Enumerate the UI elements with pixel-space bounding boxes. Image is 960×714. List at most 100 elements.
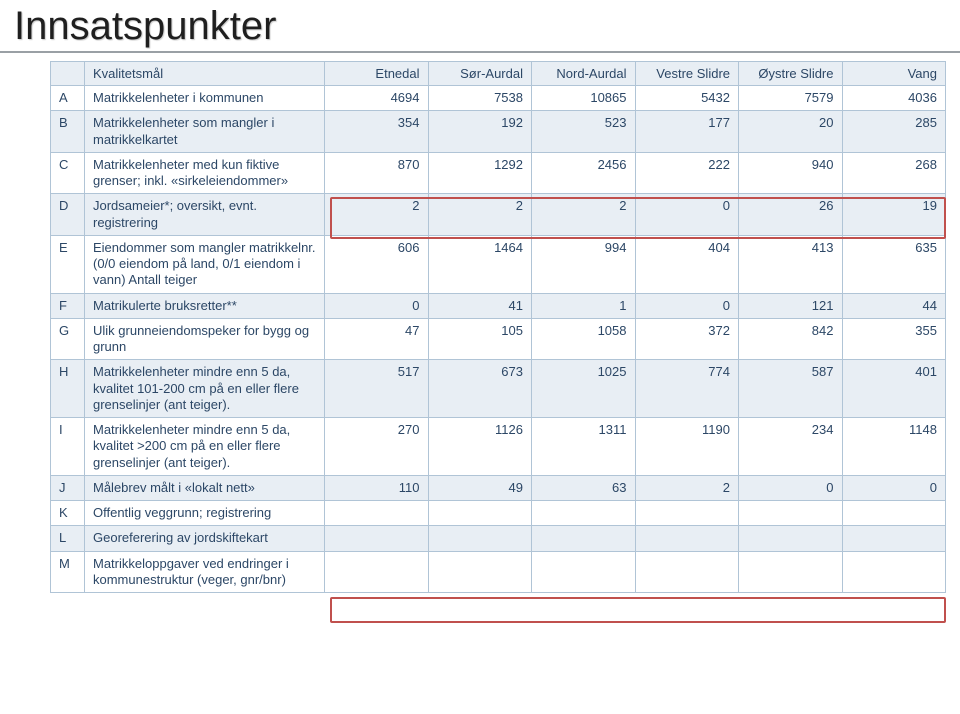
highlight-box [330, 597, 946, 623]
cell-value: 2 [325, 194, 429, 236]
table-row: AMatrikkelenheter i kommunen469475381086… [51, 86, 946, 111]
cell-value [739, 501, 843, 526]
cell-value: 842 [739, 318, 843, 360]
cell-value: 940 [739, 152, 843, 194]
row-letter: M [51, 551, 85, 593]
cell-value: 1148 [842, 418, 946, 476]
cell-value: 4036 [842, 86, 946, 111]
cell-value: 268 [842, 152, 946, 194]
cell-value [325, 526, 429, 551]
cell-value: 1058 [532, 318, 636, 360]
title-rule [0, 51, 960, 53]
cell-value: 2 [428, 194, 532, 236]
cell-value: 1 [532, 293, 636, 318]
cell-value: 413 [739, 235, 843, 293]
cell-value: 285 [842, 111, 946, 153]
cell-value: 1292 [428, 152, 532, 194]
table-header: KvalitetsmålEtnedalSør-AurdalNord-Aurdal… [51, 62, 946, 86]
table-row: HMatrikkelenheter mindre enn 5 da, kvali… [51, 360, 946, 418]
cell-value: 105 [428, 318, 532, 360]
table-row: LGeoreferering av jordskiftekart [51, 526, 946, 551]
cell-value: 606 [325, 235, 429, 293]
column-header: Etnedal [325, 62, 429, 86]
cell-value: 1025 [532, 360, 636, 418]
cell-value: 774 [635, 360, 739, 418]
row-letter: K [51, 501, 85, 526]
cell-value: 5432 [635, 86, 739, 111]
cell-value: 1311 [532, 418, 636, 476]
row-letter: D [51, 194, 85, 236]
cell-value: 1126 [428, 418, 532, 476]
cell-value: 587 [739, 360, 843, 418]
row-description: Matrikkeloppgaver ved endringer i kommun… [85, 551, 325, 593]
cell-value: 0 [635, 194, 739, 236]
table-row: FMatrikulerte bruksretter**0411012144 [51, 293, 946, 318]
cell-value: 355 [842, 318, 946, 360]
column-header: Nord-Aurdal [532, 62, 636, 86]
cell-value: 0 [635, 293, 739, 318]
row-description: Matrikkelenheter mindre enn 5 da, kvalit… [85, 418, 325, 476]
row-description: Eiendommer som mangler matrikkelnr. (0/0… [85, 235, 325, 293]
cell-value: 0 [739, 475, 843, 500]
row-description: Matrikulerte bruksretter** [85, 293, 325, 318]
cell-value: 372 [635, 318, 739, 360]
cell-value [842, 526, 946, 551]
cell-value: 2 [532, 194, 636, 236]
cell-value: 523 [532, 111, 636, 153]
column-header: Sør-Aurdal [428, 62, 532, 86]
cell-value: 44 [842, 293, 946, 318]
cell-value: 41 [428, 293, 532, 318]
cell-value: 121 [739, 293, 843, 318]
row-description: Ulik grunneiendomspeker for bygg og grun… [85, 318, 325, 360]
cell-value: 0 [842, 475, 946, 500]
cell-value: 19 [842, 194, 946, 236]
cell-value [739, 526, 843, 551]
row-description: Matrikkelenheter i kommunen [85, 86, 325, 111]
cell-value: 7579 [739, 86, 843, 111]
cell-value [842, 551, 946, 593]
table-row: BMatrikkelenheter som mangler i matrikke… [51, 111, 946, 153]
column-header: Vestre Slidre [635, 62, 739, 86]
table-row: JMålebrev målt i «lokalt nett»1104963200 [51, 475, 946, 500]
row-letter: L [51, 526, 85, 551]
table-row: CMatrikkelenheter med kun fiktive grense… [51, 152, 946, 194]
cell-value [842, 501, 946, 526]
row-description: Jordsameier*; oversikt, evnt. registreri… [85, 194, 325, 236]
table-row: MMatrikkeloppgaver ved endringer i kommu… [51, 551, 946, 593]
cell-value: 401 [842, 360, 946, 418]
cell-value: 20 [739, 111, 843, 153]
cell-value: 49 [428, 475, 532, 500]
table-body: AMatrikkelenheter i kommunen469475381086… [51, 86, 946, 593]
cell-value: 110 [325, 475, 429, 500]
page-title: Innsatspunkter [0, 0, 960, 51]
column-header: Vang [842, 62, 946, 86]
cell-value: 673 [428, 360, 532, 418]
row-letter: B [51, 111, 85, 153]
cell-value: 222 [635, 152, 739, 194]
header-blank [51, 62, 85, 86]
column-header: Øystre Slidre [739, 62, 843, 86]
cell-value: 2456 [532, 152, 636, 194]
cell-value: 1190 [635, 418, 739, 476]
cell-value: 0 [325, 293, 429, 318]
cell-value: 2 [635, 475, 739, 500]
cell-value: 26 [739, 194, 843, 236]
table-row: IMatrikkelenheter mindre enn 5 da, kvali… [51, 418, 946, 476]
cell-value: 517 [325, 360, 429, 418]
cell-value: 270 [325, 418, 429, 476]
cell-value: 47 [325, 318, 429, 360]
table-row: GUlik grunneiendomspeker for bygg og gru… [51, 318, 946, 360]
row-letter: F [51, 293, 85, 318]
column-header: Kvalitetsmål [85, 62, 325, 86]
row-letter: G [51, 318, 85, 360]
cell-value: 7538 [428, 86, 532, 111]
cell-value [635, 501, 739, 526]
table-row: DJordsameier*; oversikt, evnt. registrer… [51, 194, 946, 236]
row-letter: C [51, 152, 85, 194]
row-description: Målebrev målt i «lokalt nett» [85, 475, 325, 500]
cell-value [532, 501, 636, 526]
table-row: EEiendommer som mangler matrikkelnr. (0/… [51, 235, 946, 293]
cell-value [325, 501, 429, 526]
row-description: Matrikkelenheter som mangler i matrikkel… [85, 111, 325, 153]
cell-value [635, 551, 739, 593]
